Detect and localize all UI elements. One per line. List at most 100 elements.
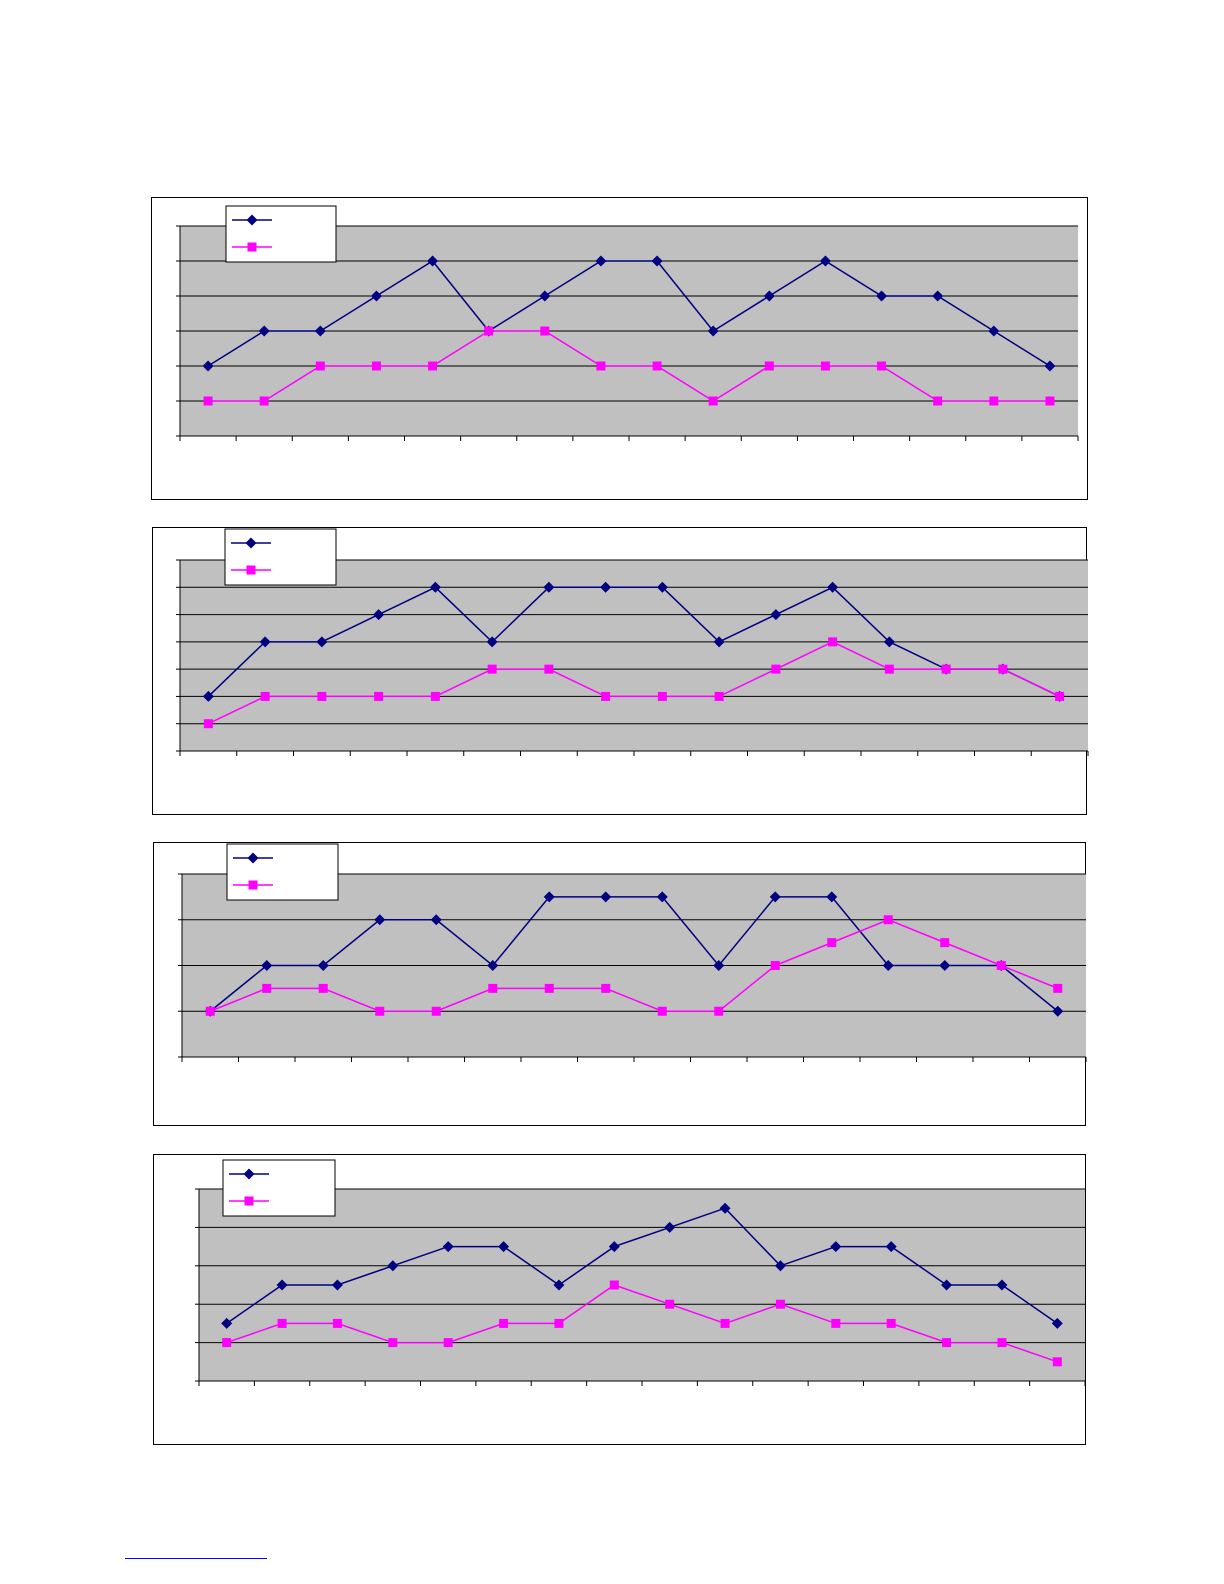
data-point [387, 1260, 399, 1272]
data-point [720, 1318, 730, 1328]
data-point [260, 691, 270, 701]
data-point [431, 1006, 441, 1016]
data-point [373, 609, 385, 621]
data-point [600, 581, 612, 593]
data-point [596, 361, 606, 371]
data-point [939, 960, 951, 971]
data-point [543, 891, 555, 903]
legend [225, 205, 337, 263]
chart-svg [176, 528, 1089, 756]
data-point [222, 1338, 232, 1348]
legend-swatch-marker [247, 242, 257, 252]
data-point [430, 914, 442, 926]
legend-box [225, 205, 337, 263]
data-point [375, 1006, 385, 1016]
data-point [770, 961, 780, 970]
series-line-2 [226, 1284, 1058, 1363]
chart-1 [151, 197, 1088, 500]
data-point [540, 326, 550, 336]
chart-svg [195, 1159, 1086, 1386]
data-point [221, 1317, 233, 1329]
data-point [665, 1299, 675, 1309]
data-point [996, 1279, 1008, 1291]
chart-2 [152, 527, 1089, 815]
legend-swatch-marker [248, 880, 258, 890]
data-point [1045, 396, 1055, 406]
data-point [203, 719, 213, 729]
data-point [318, 983, 328, 993]
data-point [651, 255, 663, 267]
data-point [544, 983, 554, 993]
legend-swatch-marker [244, 1196, 254, 1206]
data-point [484, 326, 494, 336]
data-point [707, 325, 719, 337]
data-point [771, 664, 781, 674]
series-2 [203, 326, 1055, 406]
data-point [258, 325, 270, 337]
data-point [388, 1338, 398, 1348]
data-point [601, 691, 611, 701]
data-point [827, 938, 837, 948]
data-point [885, 1241, 897, 1253]
series-line-1 [207, 260, 1051, 367]
data-point [443, 1338, 453, 1348]
data-point [202, 360, 214, 372]
data-point [719, 1202, 731, 1214]
data-point [487, 960, 499, 971]
data-point [1051, 1317, 1063, 1329]
series-line-1 [209, 896, 1059, 1012]
data-point [1044, 360, 1056, 372]
data-point [608, 1241, 620, 1253]
data-point [940, 938, 950, 948]
data-point [370, 290, 382, 302]
data-point [886, 1318, 896, 1328]
data-point [882, 960, 894, 971]
data-point [332, 1318, 342, 1328]
data-point [498, 1241, 510, 1253]
data-point [826, 891, 838, 903]
data-point [877, 361, 887, 371]
legend-swatch-marker [246, 214, 258, 226]
data-point [652, 361, 662, 371]
data-point [656, 891, 668, 903]
data-point [876, 290, 888, 302]
data-point [259, 636, 271, 648]
data-point [430, 691, 440, 701]
legend-swatch-marker [245, 537, 257, 549]
legend-swatch-marker [247, 852, 259, 864]
data-point [1055, 691, 1065, 701]
data-point [262, 983, 272, 993]
data-point [941, 664, 951, 674]
series-2 [205, 915, 1063, 1016]
data-point [203, 396, 213, 406]
data-point [317, 691, 327, 701]
data-point [487, 664, 497, 674]
data-point [429, 581, 441, 593]
chart-svg [176, 205, 1079, 441]
series-1 [221, 1202, 1063, 1329]
legend-box [224, 528, 337, 586]
data-point [371, 361, 381, 371]
series-line-2 [208, 641, 1060, 725]
data-point [601, 983, 611, 993]
data-point [554, 1318, 564, 1328]
data-point [831, 1318, 841, 1328]
series-line-1 [226, 1207, 1058, 1325]
data-point [942, 1338, 952, 1348]
data-point [259, 396, 269, 406]
data-point [1052, 1357, 1062, 1367]
data-point [277, 1318, 287, 1328]
data-point [609, 1280, 619, 1290]
data-point [998, 664, 1008, 674]
series-2 [203, 637, 1065, 729]
legend-box [226, 843, 339, 901]
data-point [656, 581, 668, 593]
data-point [553, 1279, 565, 1291]
data-point [774, 1260, 786, 1272]
data-point [374, 691, 384, 701]
data-point [884, 664, 894, 674]
data-point [989, 396, 999, 406]
data-point [827, 581, 839, 593]
data-point [830, 1241, 842, 1253]
data-point [202, 690, 214, 702]
